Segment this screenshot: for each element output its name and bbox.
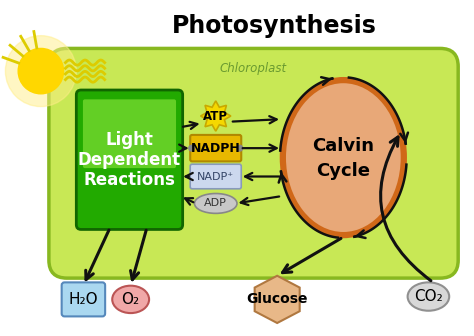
Text: CO₂: CO₂ [414,289,443,304]
Circle shape [5,36,76,107]
Text: Light: Light [106,131,154,149]
Ellipse shape [112,286,149,313]
FancyBboxPatch shape [76,90,182,229]
Polygon shape [255,276,300,323]
FancyBboxPatch shape [83,99,176,168]
Text: Glucose: Glucose [246,292,308,306]
Text: H₂O: H₂O [69,292,98,307]
FancyBboxPatch shape [190,164,241,189]
Ellipse shape [283,80,404,235]
Ellipse shape [408,282,449,311]
Text: ATP: ATP [203,110,228,123]
Ellipse shape [194,194,237,213]
Text: Cycle: Cycle [316,162,370,180]
Text: O₂: O₂ [122,292,140,307]
Circle shape [189,145,194,151]
Text: Photosynthesis: Photosynthesis [173,14,377,38]
Circle shape [18,48,64,94]
FancyBboxPatch shape [62,282,105,317]
Text: NADPH: NADPH [191,142,241,155]
FancyBboxPatch shape [190,135,241,161]
FancyArrowPatch shape [381,137,431,281]
Text: Calvin: Calvin [312,137,374,155]
Text: Reactions: Reactions [83,171,175,188]
FancyBboxPatch shape [49,48,458,278]
Text: ADP: ADP [204,199,227,208]
Text: Dependent: Dependent [78,151,181,169]
Polygon shape [201,101,231,131]
Text: NADP⁺: NADP⁺ [197,171,234,181]
Circle shape [237,145,243,151]
Text: Chloroplast: Chloroplast [220,62,287,75]
